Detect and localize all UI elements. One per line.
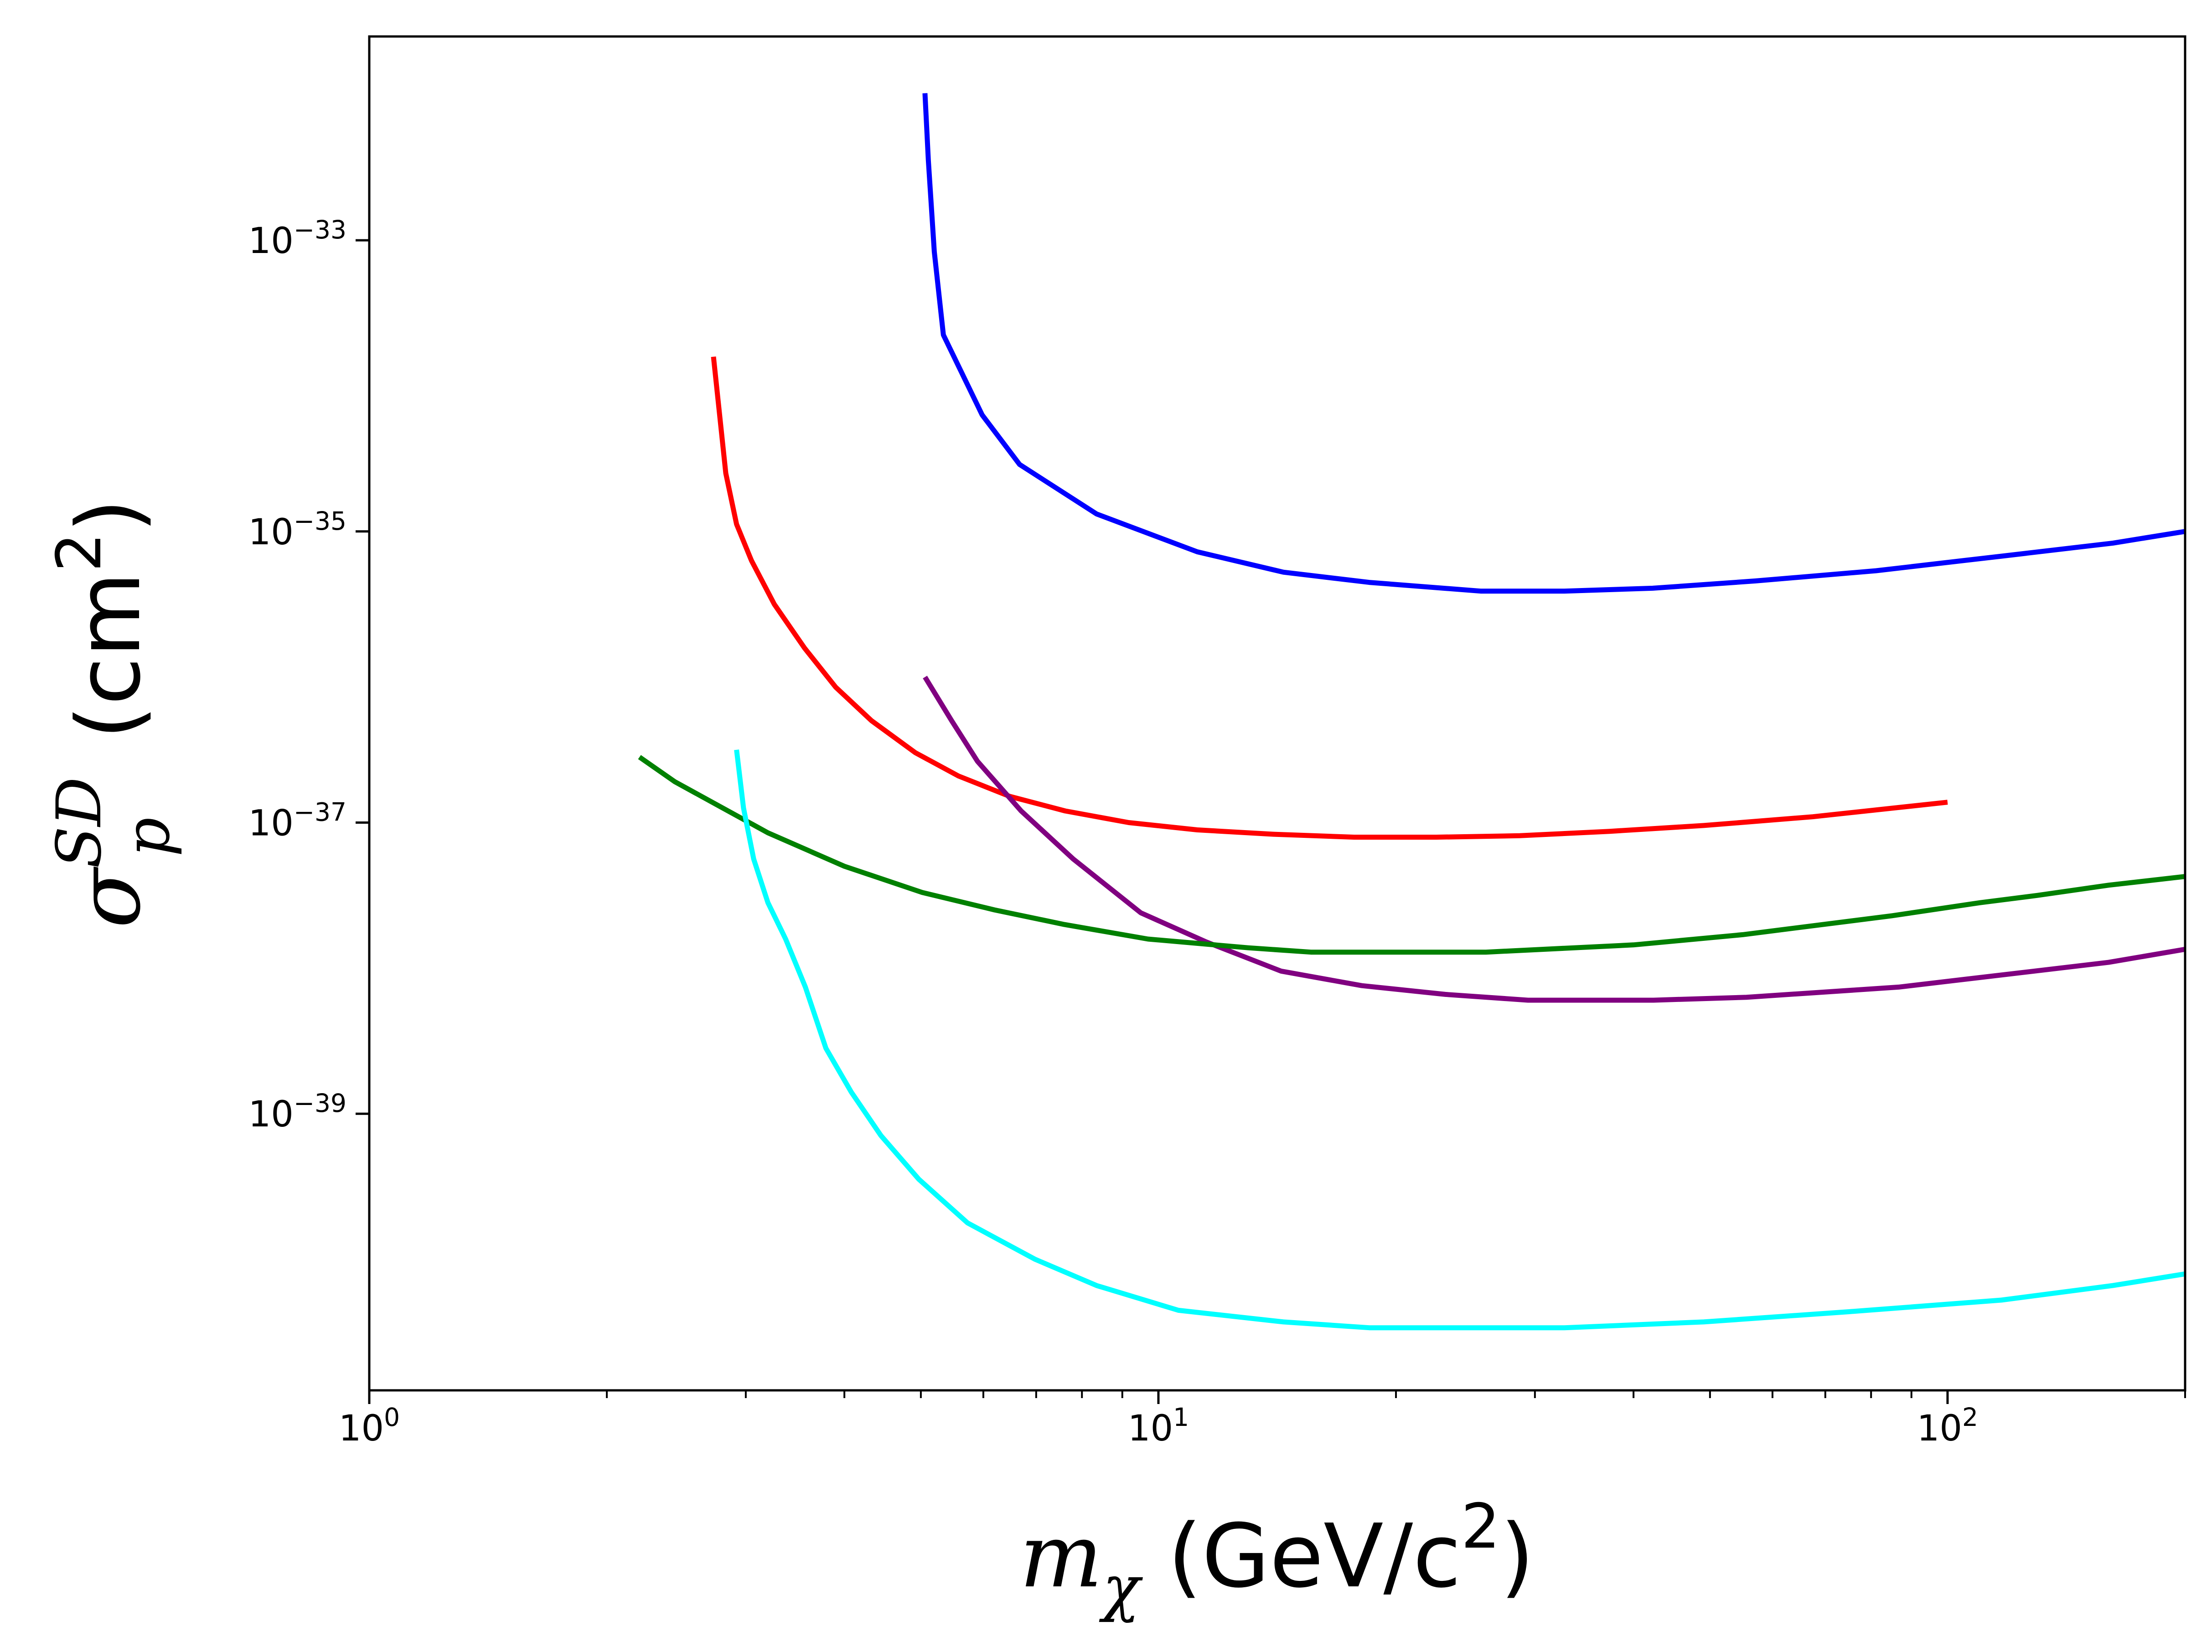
y-tick-label-exp: −33 bbox=[294, 215, 346, 244]
y-axis-label-sub: p bbox=[112, 817, 183, 857]
y-tick-label-base: 10 bbox=[248, 803, 294, 844]
x-axis-label-unit-sup: 2 bbox=[1461, 1491, 1500, 1562]
y-axis-label-base: σ bbox=[58, 866, 160, 928]
x-tick-label-exp: 0 bbox=[384, 1403, 400, 1432]
x-tick-label: 100 bbox=[339, 1403, 400, 1449]
x-axis-label-unit: (GeV/c bbox=[1140, 1506, 1461, 1607]
y-tick-label: 10−33 bbox=[248, 215, 346, 262]
y-tick-label-exp: −37 bbox=[294, 798, 346, 827]
x-tick-label-base: 10 bbox=[1128, 1408, 1173, 1449]
y-tick-label: 10−35 bbox=[248, 506, 346, 553]
series-line-purple bbox=[923, 676, 2185, 1003]
x-axis-label-sub: χ bbox=[1099, 1552, 1143, 1624]
series-line-red bbox=[711, 356, 1948, 840]
x-axis-label: mχ (GeV/c2) bbox=[1019, 1491, 1534, 1624]
x-tick-label-base: 10 bbox=[1917, 1408, 1962, 1449]
y-axis-label-unit: (cm bbox=[58, 572, 160, 768]
x-tick-label: 102 bbox=[1917, 1403, 1978, 1449]
x-tick-label-exp: 1 bbox=[1173, 1403, 1189, 1432]
y-tick-label-exp: −39 bbox=[294, 1089, 346, 1118]
x-axis-label-unit-close: ) bbox=[1500, 1506, 1535, 1607]
series-layer bbox=[638, 93, 2185, 1331]
y-axis-label-sup: SD bbox=[43, 777, 115, 868]
series-line-green bbox=[638, 755, 2185, 955]
x-tick-label-exp: 2 bbox=[1962, 1403, 1978, 1432]
y-tick-label-base: 10 bbox=[248, 221, 294, 262]
y-tick-label-base: 10 bbox=[248, 512, 294, 553]
y-axis-label: σSDp (cm2) bbox=[43, 499, 183, 929]
y-tick-label-base: 10 bbox=[248, 1094, 294, 1135]
x-axis-label-base: m bbox=[1019, 1506, 1102, 1607]
x-tick-label: 101 bbox=[1128, 1403, 1189, 1449]
y-axis-label-unit-sup: 2 bbox=[43, 533, 115, 572]
y-tick-label-exp: −35 bbox=[294, 506, 346, 536]
series-line-blue bbox=[922, 93, 2185, 594]
series-line-cyan bbox=[734, 749, 2185, 1331]
y-axis-label-unit-close: ) bbox=[58, 499, 160, 533]
x-tick-label-base: 10 bbox=[339, 1408, 384, 1449]
y-tick-label: 10−39 bbox=[248, 1089, 346, 1135]
y-tick-label: 10−37 bbox=[248, 798, 346, 844]
plot-frame bbox=[368, 35, 2186, 1392]
